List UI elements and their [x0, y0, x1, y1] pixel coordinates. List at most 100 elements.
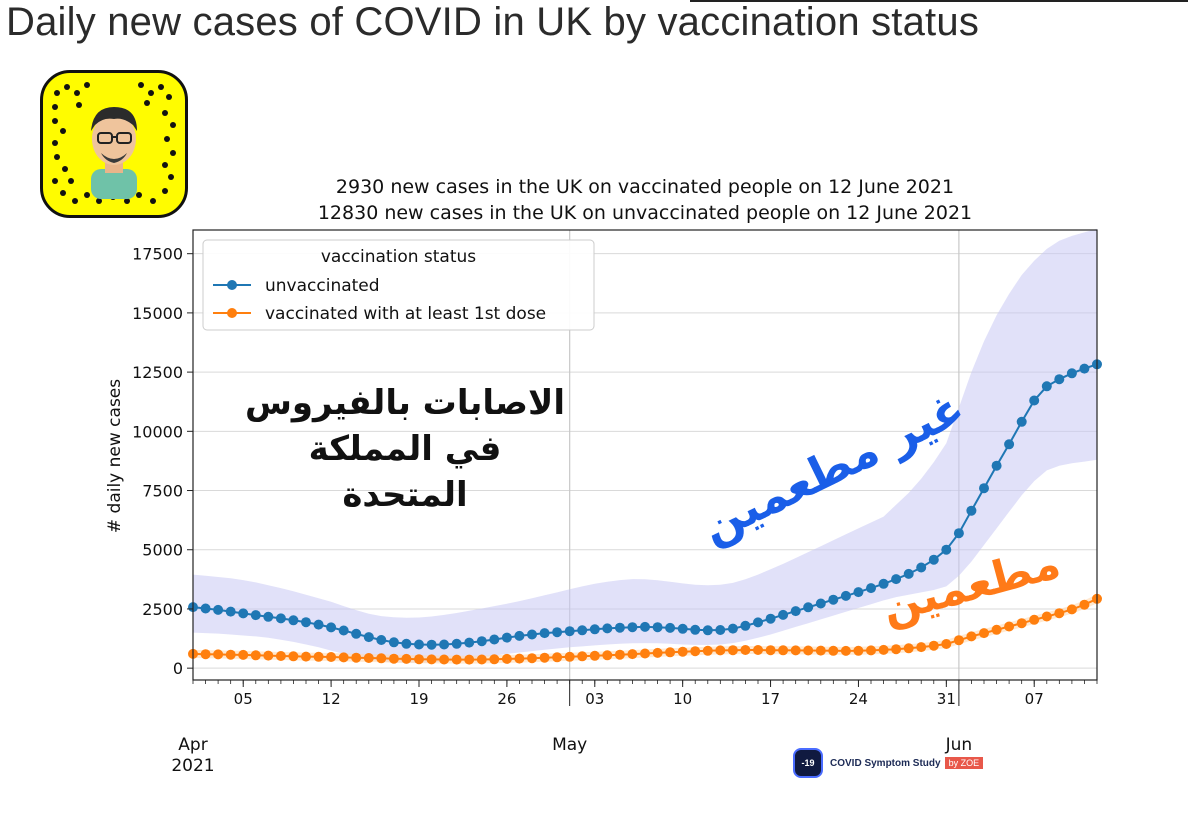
arabic-main-line-2: في المملكة	[308, 429, 502, 469]
x-tick-label: 31	[937, 690, 956, 708]
data-point	[250, 650, 261, 661]
data-point	[338, 625, 349, 636]
top-divider	[690, 0, 1188, 2]
data-point	[1016, 416, 1027, 427]
data-point	[426, 639, 437, 650]
data-point	[715, 645, 726, 656]
data-point	[363, 653, 374, 663]
arabic-main-line-1: الاصابات بالفيروس	[245, 383, 565, 423]
logo-mark-icon: -19	[793, 748, 823, 778]
y-tick-label: 5000	[142, 541, 183, 560]
data-point	[313, 619, 324, 630]
data-point	[903, 568, 914, 579]
data-point	[1054, 608, 1065, 619]
data-point	[552, 627, 563, 638]
data-point	[602, 650, 613, 661]
arabic-main-line-3: المتحدة	[342, 475, 468, 515]
data-point	[376, 653, 387, 664]
data-point	[627, 622, 638, 633]
month-label: 2021	[171, 756, 214, 776]
arabic-annotation-main: الاصابات بالفيروس في المملكة المتحدة	[230, 380, 580, 518]
data-point	[891, 574, 902, 585]
data-point	[539, 652, 550, 663]
data-point	[363, 632, 374, 643]
data-point	[941, 639, 952, 649]
data-point	[451, 638, 462, 649]
legend-swatch-marker	[227, 280, 237, 290]
data-point	[313, 651, 324, 662]
data-point	[539, 628, 550, 639]
data-point	[916, 642, 927, 653]
y-tick-label: 7500	[142, 482, 183, 501]
data-point	[376, 635, 387, 645]
data-point	[501, 632, 512, 643]
x-tick-label: 17	[761, 690, 780, 708]
data-point	[715, 625, 726, 635]
data-point	[979, 483, 989, 494]
data-point	[238, 608, 249, 619]
data-point	[966, 631, 977, 642]
y-tick-label: 0	[173, 659, 183, 678]
data-point	[225, 649, 236, 660]
data-point	[690, 624, 701, 635]
data-point	[225, 606, 236, 617]
data-point	[665, 647, 676, 658]
data-point	[464, 637, 475, 648]
data-point	[301, 651, 311, 662]
data-point	[426, 654, 437, 665]
data-point	[476, 654, 487, 665]
data-point	[326, 652, 337, 662]
data-point	[275, 651, 286, 661]
data-point	[401, 638, 412, 649]
x-tick-label: 12	[322, 690, 341, 708]
data-point	[979, 628, 989, 639]
data-point	[991, 460, 1002, 471]
data-point	[866, 583, 876, 594]
data-point	[853, 645, 864, 656]
x-tick-label: 26	[497, 690, 516, 708]
data-point	[213, 649, 224, 660]
legend-label: vaccinated with at least 1st dose	[265, 304, 546, 324]
data-point	[200, 649, 211, 660]
data-point	[288, 615, 299, 626]
data-point	[640, 621, 650, 632]
data-point	[288, 651, 299, 662]
data-point	[1079, 599, 1090, 610]
data-point	[602, 623, 613, 634]
x-tick-label: 05	[234, 690, 253, 708]
data-point	[1041, 381, 1052, 392]
data-point	[765, 645, 776, 656]
data-point	[627, 649, 638, 660]
month-label: May	[552, 735, 587, 755]
data-point	[778, 645, 789, 656]
data-point	[263, 650, 274, 661]
data-point	[677, 623, 688, 634]
data-point	[1066, 604, 1077, 615]
y-axis-label: # daily new cases	[105, 379, 125, 533]
data-point	[527, 653, 537, 664]
data-point	[1016, 618, 1027, 629]
data-point	[652, 647, 663, 658]
data-point	[388, 637, 399, 648]
data-point	[803, 645, 814, 656]
data-point	[275, 613, 286, 624]
data-point	[727, 645, 738, 656]
data-point	[514, 630, 525, 641]
data-point	[1041, 611, 1052, 622]
data-point	[1066, 368, 1077, 379]
data-point	[263, 611, 274, 622]
data-point	[803, 602, 814, 613]
data-point	[614, 622, 625, 633]
covid-symptom-study-logo: -19 COVID Symptom Study by ZOE	[793, 748, 984, 778]
data-point	[564, 651, 575, 662]
data-point	[652, 622, 663, 633]
page-title: Daily new cases of COVID in UK by vaccin…	[6, 0, 980, 44]
data-point	[1029, 395, 1040, 406]
legend-label: unvaccinated	[265, 276, 380, 296]
data-point	[439, 654, 450, 665]
data-point	[564, 626, 575, 637]
data-point	[677, 646, 688, 657]
data-point	[665, 622, 676, 633]
data-point	[200, 603, 211, 614]
